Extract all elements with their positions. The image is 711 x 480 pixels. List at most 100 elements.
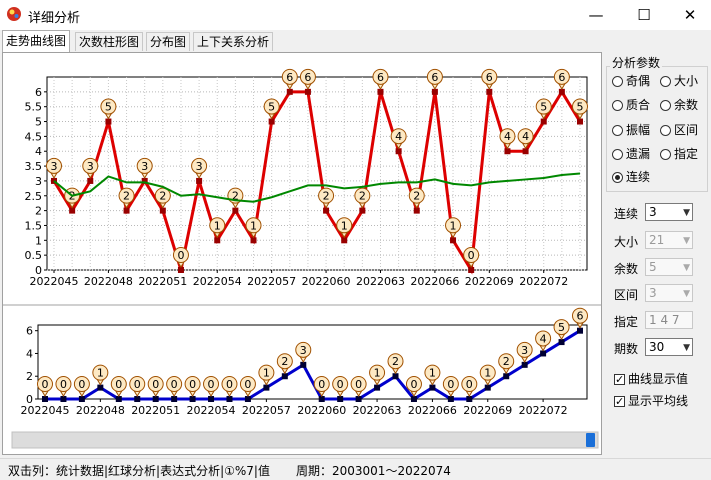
data-point (300, 361, 307, 368)
remainder-label: 余数 (614, 262, 639, 276)
data-label: 3 (87, 160, 94, 173)
data-label: 2 (323, 190, 330, 203)
value-marker (147, 376, 164, 392)
horizontal-scrollbar[interactable] (11, 431, 599, 449)
data-label: 0 (447, 378, 454, 391)
data-point (410, 396, 417, 402)
interval-select: 3 ▼ (645, 284, 693, 302)
radio-odd-even[interactable]: 奇偶 (612, 73, 650, 89)
radio-consecutive[interactable]: 连续 (612, 169, 650, 185)
value-marker (350, 376, 367, 392)
value-marker (110, 376, 127, 392)
checkbox-box (614, 372, 625, 388)
value-marker (276, 353, 293, 370)
tab-relation-analysis[interactable]: 上下关系分析 (193, 32, 274, 51)
y-tick-label: 3.5 (25, 160, 43, 173)
y-tick-label: 6 (35, 86, 42, 99)
data-label: 2 (413, 190, 420, 203)
data-point (250, 237, 257, 244)
data-label: 1 (341, 219, 348, 232)
y-tick-label: 4 (35, 145, 42, 158)
x-tick-label: 2022060 (297, 404, 346, 417)
radio-amplitude[interactable]: 振幅 (612, 122, 650, 138)
data-label: 3 (196, 160, 203, 173)
data-label: 2 (359, 190, 366, 203)
data-label: 1 (484, 367, 491, 380)
data-label: 5 (268, 101, 275, 114)
radio-omission[interactable]: 遗漏 (612, 146, 650, 162)
x-tick-label: 2022048 (84, 275, 133, 288)
data-point (105, 118, 112, 125)
value-marker (461, 376, 478, 392)
app-icon (7, 7, 21, 21)
value-marker (481, 68, 498, 85)
data-label: 0 (189, 378, 196, 391)
tab-bar: 走势曲线图 次数柱形图 分布图 上下关系分析 (0, 30, 711, 52)
value-marker (172, 247, 189, 263)
tab-trend-chart[interactable]: 走势曲线图 (2, 30, 71, 52)
title-bar (0, 0, 711, 30)
show-average-line-checkbox[interactable]: 显示平均线 (614, 393, 688, 410)
consecutive-select[interactable]: 3 ▼ (645, 203, 693, 221)
value-marker (517, 128, 534, 145)
status-hint: 双击列：统计数据|红球分析|表达式分析|①%7|值 (8, 464, 270, 478)
data-label: 3 (51, 160, 58, 173)
chevron-down-icon: ▼ (683, 208, 690, 218)
x-tick-label: 2022045 (21, 404, 70, 417)
data-label: 0 (466, 378, 473, 391)
data-label: 3 (141, 160, 148, 173)
data-point (374, 384, 381, 391)
y-tick-label: 4 (26, 347, 33, 360)
data-point (395, 148, 402, 155)
radio-big-small[interactable]: 大小 (660, 73, 698, 89)
periods-select[interactable]: 30 ▼ (645, 338, 693, 356)
radio-specify[interactable]: 指定 (660, 146, 698, 162)
radio-label: 连续 (626, 170, 651, 184)
data-point (196, 177, 203, 184)
tab-distribution[interactable]: 分布图 (146, 32, 191, 51)
average-line (53, 172, 581, 203)
value-marker (498, 353, 515, 370)
value-marker (73, 376, 90, 392)
value-marker (313, 376, 330, 392)
data-point (152, 396, 159, 402)
radio-prime-composite[interactable]: 质合 (612, 97, 650, 113)
value-marker (37, 376, 53, 392)
data-label: 0 (208, 378, 215, 391)
tab-count-bar-chart[interactable]: 次数柱形图 (75, 32, 144, 51)
data-point (304, 88, 311, 95)
radio-interval[interactable]: 区间 (660, 122, 698, 138)
data-label: 1 (429, 367, 436, 380)
scrollbar-thumb[interactable] (586, 433, 595, 447)
specify-label: 指定 (614, 315, 639, 329)
value-marker (426, 68, 443, 85)
radio-label: 遗漏 (626, 147, 651, 161)
checkbox-label: 曲线显示值 (628, 372, 689, 386)
value-marker (118, 187, 135, 204)
value-marker (572, 98, 588, 115)
value-marker (387, 353, 404, 370)
minimize-button[interactable]: — (588, 6, 604, 24)
close-button[interactable]: ✕ (683, 6, 697, 24)
data-label: 6 (558, 71, 565, 84)
maximize-button[interactable]: ☐ (637, 6, 651, 24)
specify-input: 1 4 7 (645, 311, 693, 329)
analysis-params-title: 分析参数 (610, 54, 663, 71)
chevron-down-icon: ▼ (683, 289, 690, 299)
x-tick-label: 2022063 (353, 404, 402, 417)
data-label: 2 (123, 190, 130, 203)
data-point (392, 373, 399, 380)
value-marker (372, 68, 389, 85)
main-series-line (45, 329, 581, 401)
data-label: 0 (115, 378, 122, 391)
combo-value: 3 (649, 205, 657, 219)
periods-label: 期数 (614, 342, 639, 356)
data-label: 6 (431, 71, 438, 84)
value-marker (209, 217, 226, 234)
radio-remainder[interactable]: 余数 (660, 97, 698, 113)
show-curve-values-checkbox[interactable]: 曲线显示值 (614, 371, 689, 388)
data-point (431, 88, 438, 95)
data-label: 3 (521, 344, 528, 357)
y-tick-label: 5 (35, 116, 42, 129)
